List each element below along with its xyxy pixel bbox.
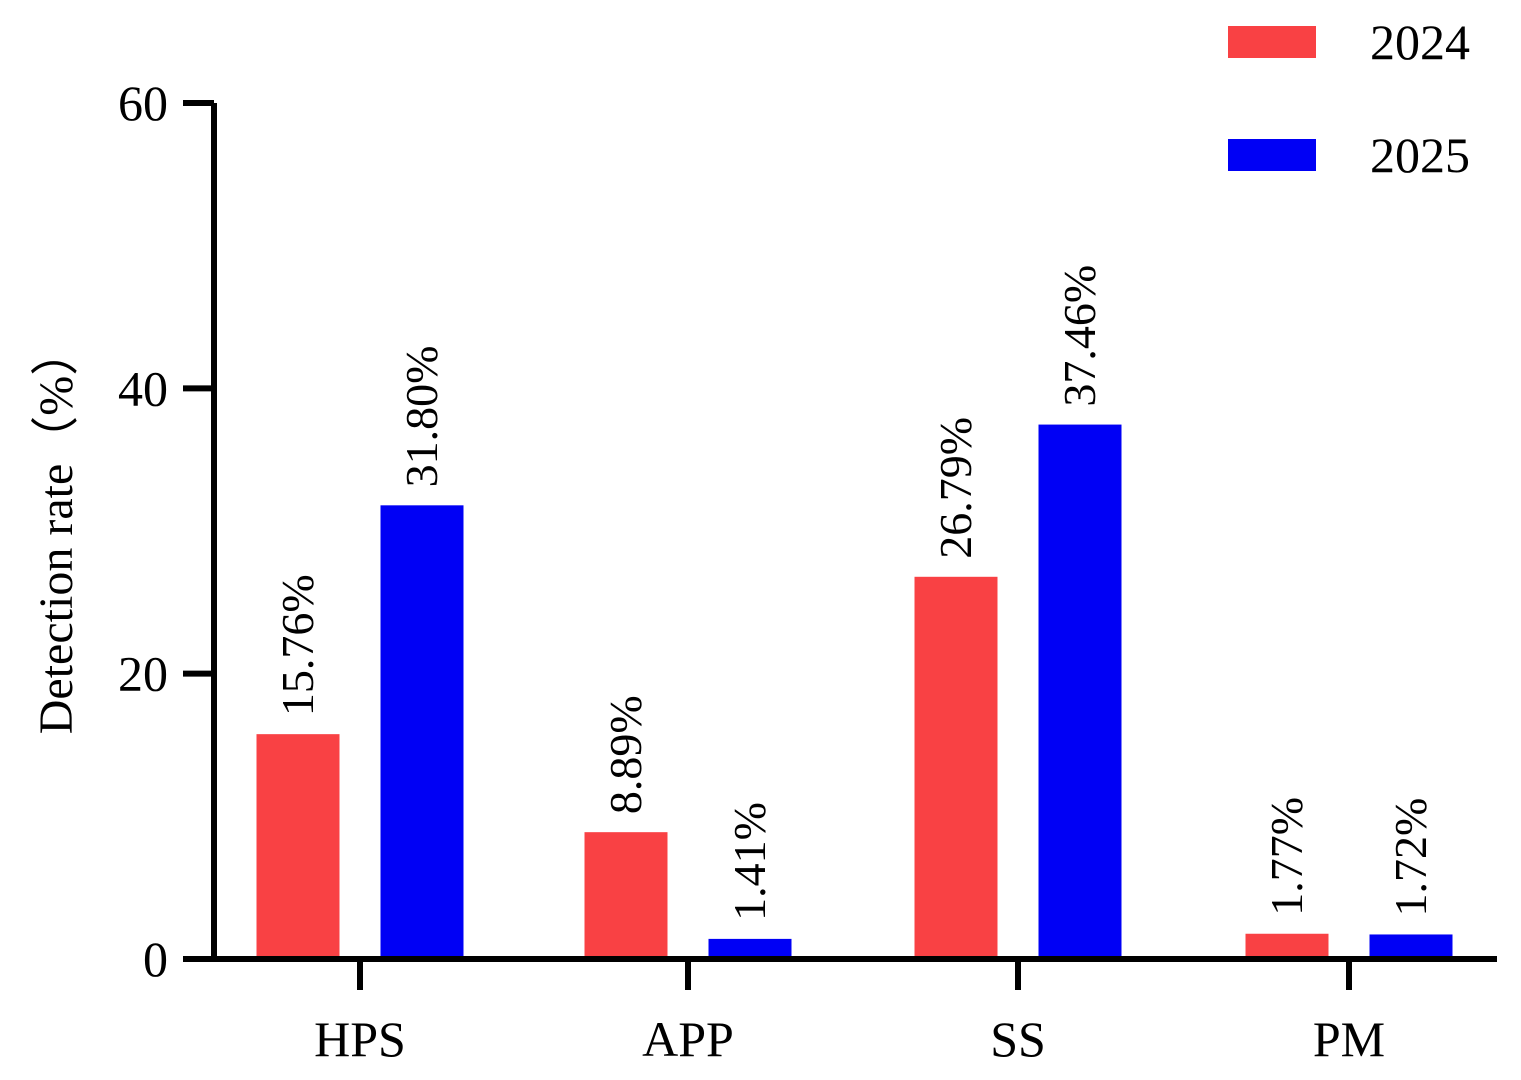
y-ticks-layer: 0 20 40 60 bbox=[118, 75, 214, 987]
bar-ss-2025 bbox=[1038, 424, 1122, 959]
category-label-pm: PM bbox=[1313, 1011, 1385, 1067]
bar-hps-2025 bbox=[380, 505, 464, 959]
data-label-pm-2025: 1.72% bbox=[1385, 798, 1436, 917]
data-labels-layer: 15.76% 8.89% 26.79% 1.77% 31.80% 1.41% 37.46% 1… bbox=[272, 265, 1436, 921]
data-label-app-2024: 8.89% bbox=[600, 695, 651, 814]
data-label-hps-2025: 31.80% bbox=[396, 345, 447, 487]
legend-swatch-2024 bbox=[1228, 26, 1316, 58]
bar-app-2024 bbox=[584, 832, 668, 959]
y-axis-title: Detection rate（%） bbox=[30, 328, 83, 735]
y-tick-label-20: 20 bbox=[118, 646, 168, 702]
data-label-ss-2025: 37.46% bbox=[1054, 265, 1105, 407]
data-label-hps-2024: 15.76% bbox=[272, 574, 323, 716]
y-tick-label-60: 60 bbox=[118, 75, 168, 131]
y-tick-label-40: 40 bbox=[118, 360, 168, 416]
bar-hps-2024 bbox=[256, 734, 340, 959]
legend-swatch-2025 bbox=[1228, 139, 1316, 171]
legend-label-2024: 2024 bbox=[1370, 14, 1470, 70]
axes-layer bbox=[183, 103, 1497, 962]
bar-app-2025 bbox=[708, 938, 792, 959]
data-label-ss-2024: 26.79% bbox=[930, 417, 981, 559]
data-label-app-2025: 1.41% bbox=[724, 802, 775, 921]
legend: 2024 2025 bbox=[1228, 14, 1470, 183]
bar-pm-2024 bbox=[1245, 933, 1329, 959]
data-label-pm-2024: 1.77% bbox=[1261, 797, 1312, 916]
x-ticks-layer: HPS APP SS PM bbox=[314, 959, 1385, 1067]
category-label-app: APP bbox=[642, 1011, 734, 1067]
category-label-hps: HPS bbox=[314, 1011, 406, 1067]
category-label-ss: SS bbox=[990, 1011, 1046, 1067]
y-tick-label-0: 0 bbox=[143, 931, 168, 987]
bar-pm-2025 bbox=[1369, 934, 1453, 959]
bar-ss-2024 bbox=[914, 576, 998, 959]
legend-label-2025: 2025 bbox=[1370, 127, 1470, 183]
bars-layer bbox=[256, 424, 1453, 959]
